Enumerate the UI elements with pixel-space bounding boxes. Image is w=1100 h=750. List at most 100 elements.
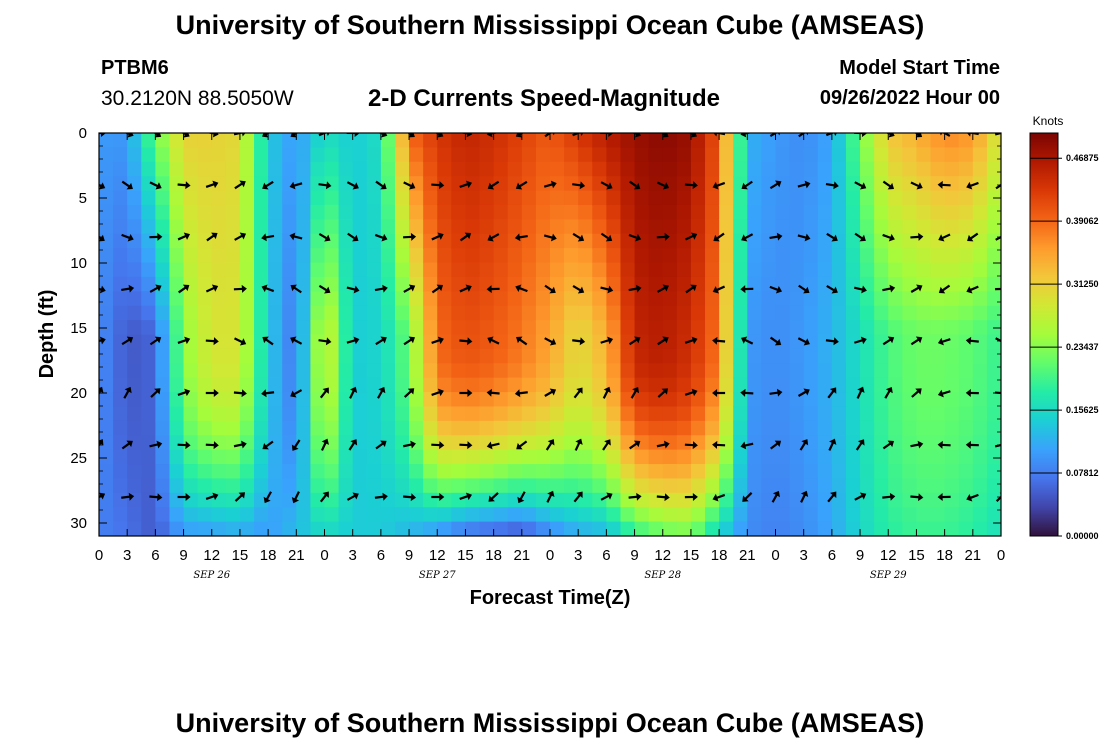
heatmap-cell [817,204,833,220]
heatmap-cell [902,435,918,451]
current-arrow [572,232,585,242]
heatmap-cell [338,420,354,436]
heatmap-cell [141,363,156,379]
current-arrow [516,336,528,346]
y-tick-label: 25 [70,450,87,467]
heatmap-cell [296,305,311,321]
current-arrow [712,181,726,190]
heatmap-cell [197,406,213,422]
heatmap-cell [972,262,988,278]
heatmap-cell [99,449,114,465]
current-arrow [99,492,106,501]
current-arrow [825,337,839,346]
heatmap-cell [113,262,128,278]
heatmap-cell [113,248,128,264]
date-label: SEP 29 [870,570,907,581]
heatmap-cell [141,248,156,264]
heatmap-cell [860,262,875,278]
heatmap-cell [789,176,805,192]
current-arrow [713,232,725,242]
heatmap-cell [535,262,551,278]
heatmap-cell [352,406,368,422]
heatmap-cell [550,435,565,451]
heatmap-cell [690,449,706,465]
current-arrow [318,284,331,294]
current-arrow [403,336,415,346]
heatmap-cell [761,248,777,264]
heatmap-cell [578,190,593,206]
current-arrow [854,232,866,242]
x-tick-label: 15 [908,547,925,564]
heatmap-cell [972,133,988,148]
heatmap-cell [944,147,960,163]
heatmap-cell [916,190,932,206]
heatmap-cell [155,392,171,408]
heatmap-cell [944,161,960,177]
heatmap-cell [197,377,213,393]
heatmap-cell [860,363,875,379]
heatmap-cell [296,507,311,523]
heatmap-cell [803,219,819,235]
heatmap-cell [634,521,650,536]
heatmap-cell [761,133,777,148]
heatmap-cell [930,291,946,307]
heatmap-cell [550,521,565,536]
heatmap-cell [535,406,551,422]
heatmap-cell [521,392,537,408]
heatmap-cell [986,176,1001,192]
heatmap-cell [845,492,861,508]
heatmap-cell [634,478,650,494]
heatmap-cell [803,190,819,206]
heatmap-cell [620,348,636,364]
heatmap-cell [141,449,156,465]
heatmap-cell [719,233,734,249]
heatmap-cell [155,190,171,206]
heatmap-cell [141,435,156,451]
heatmap-cell [606,204,622,220]
current-arrow [347,232,359,242]
current-arrow [937,337,951,346]
heatmap-cell [310,204,326,220]
heatmap-cell [394,276,410,292]
heatmap-cell [944,363,960,379]
heatmap-cell [747,147,762,163]
heatmap-cell [803,334,819,350]
heatmap-cell [761,320,777,336]
heatmap-cell [733,449,748,465]
heatmap-cell [648,435,664,451]
heatmap-cell [705,435,720,451]
heatmap-cell [747,176,762,192]
heatmap-cell [845,190,861,206]
heatmap-cell [648,420,664,436]
current-arrow [403,388,415,398]
heatmap-cell [817,291,833,307]
heatmap-cell [817,334,833,350]
heatmap-cell [761,276,777,292]
heatmap-cell [239,133,255,148]
heatmap-cell [99,478,114,494]
heatmap-cell [634,420,650,436]
heatmap-cell [578,363,593,379]
heatmap-cell [775,320,791,336]
heatmap-cell [733,291,748,307]
current-arrow [965,388,979,397]
heatmap-cell [535,204,551,220]
heatmap-cell [916,305,932,321]
heatmap-cell [606,248,622,264]
heatmap-cell [733,478,748,494]
heatmap-cell [620,133,636,148]
current-arrow [797,337,810,346]
heatmap-cell [127,363,142,379]
heatmap-cell [662,204,678,220]
heatmap-cell [310,262,326,278]
heatmap-cell [986,248,1001,264]
heatmap-cell [113,449,128,465]
y-axis-label: Depth (ft) [36,290,58,379]
heatmap-cell [944,435,960,451]
heatmap-cell [860,420,875,436]
heatmap-cell [719,449,734,465]
heatmap-cell [930,464,946,480]
heatmap-cell [662,478,678,494]
heatmap-cell [860,320,875,336]
heatmap-cell [507,190,523,206]
